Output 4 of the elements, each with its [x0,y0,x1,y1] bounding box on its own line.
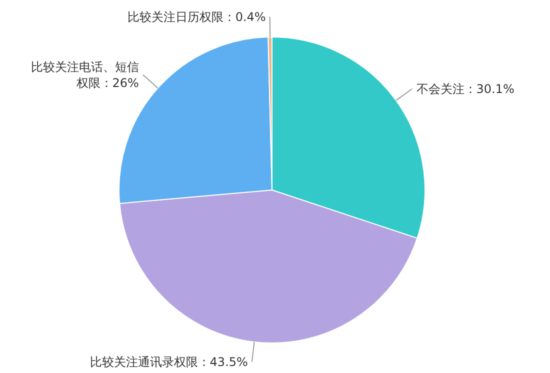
slice-label: 比较关注日历权限：0.4% [127,10,266,24]
slice-label: 比较关注电话、短信权限：26% [30,60,139,90]
slice-label: 比较关注通讯录权限：43.5% [90,354,248,369]
slice-label: 不会关注：30.1% [416,82,514,96]
